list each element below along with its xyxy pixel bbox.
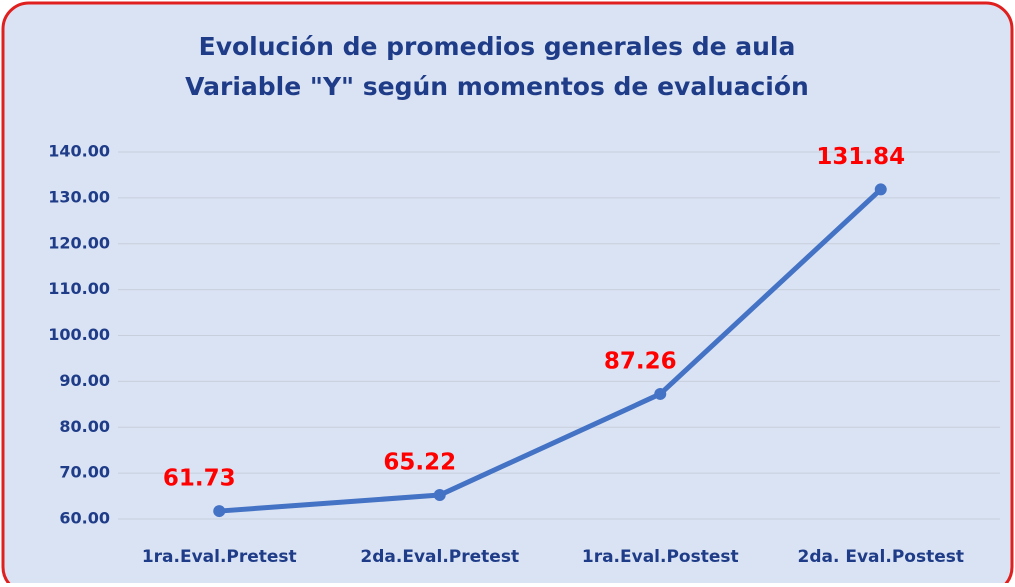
line [219,187,883,514]
x-tick-label: 2da.Eval.Pretest [360,547,519,567]
y-tick-label: 140.00 [48,142,110,161]
y-tick-label: 130.00 [48,187,110,206]
point [213,505,226,518]
chart-title: Evolución de promedios generales de aula [199,32,796,61]
y-tick-label: 70.00 [59,463,110,482]
data-label: 65.22 [383,450,456,476]
data-label: 61.73 [163,466,236,492]
point [874,183,887,196]
y-tick-label: 100.00 [48,325,110,344]
point [654,387,667,400]
x-tick-label: 1ra.Eval.Pretest [142,547,297,567]
data-label: 87.26 [604,348,677,374]
data-label: 131.84 [816,144,905,170]
x-tick-label: 1ra.Eval.Postest [582,547,739,567]
y-tick-label: 90.00 [59,371,110,390]
y-tick-label: 60.00 [59,509,110,528]
y-tick-label: 80.00 [59,417,110,436]
point [433,489,446,502]
x-tick-label: 2da. Eval.Postest [798,547,964,567]
y-tick-label: 110.00 [48,279,110,298]
y-tick-label: 120.00 [48,233,110,252]
chart-title: Variable "Y" según momentos de evaluació… [185,72,809,101]
